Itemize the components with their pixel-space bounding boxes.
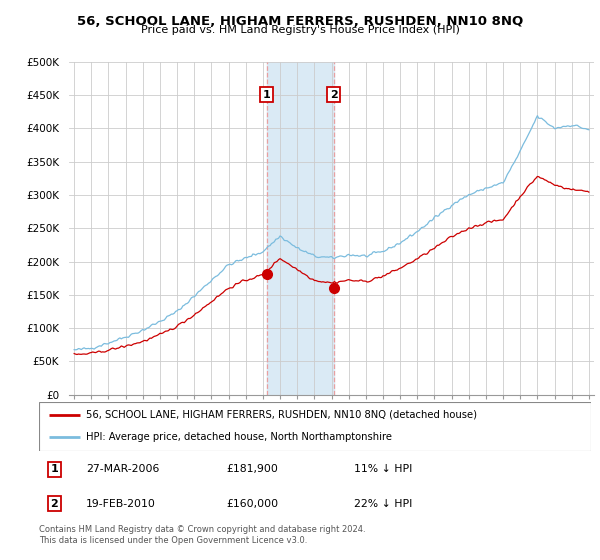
Text: £181,900: £181,900: [227, 464, 278, 474]
FancyBboxPatch shape: [39, 402, 591, 451]
Text: 56, SCHOOL LANE, HIGHAM FERRERS, RUSHDEN, NN10 8NQ (detached house): 56, SCHOOL LANE, HIGHAM FERRERS, RUSHDEN…: [86, 410, 477, 420]
Text: 56, SCHOOL LANE, HIGHAM FERRERS, RUSHDEN, NN10 8NQ: 56, SCHOOL LANE, HIGHAM FERRERS, RUSHDEN…: [77, 15, 523, 27]
Text: 1: 1: [50, 464, 58, 474]
Bar: [267, 62, 334, 395]
Text: Contains HM Land Registry data © Crown copyright and database right 2024.
This d: Contains HM Land Registry data © Crown c…: [39, 525, 365, 545]
Text: £160,000: £160,000: [227, 498, 279, 508]
Text: 2: 2: [50, 498, 58, 508]
Text: 11% ↓ HPI: 11% ↓ HPI: [353, 464, 412, 474]
Text: Price paid vs. HM Land Registry's House Price Index (HPI): Price paid vs. HM Land Registry's House …: [140, 25, 460, 35]
Text: 2: 2: [329, 90, 337, 100]
Text: 22% ↓ HPI: 22% ↓ HPI: [353, 498, 412, 508]
Text: 1: 1: [263, 90, 271, 100]
Text: 27-MAR-2006: 27-MAR-2006: [86, 464, 159, 474]
Text: 19-FEB-2010: 19-FEB-2010: [86, 498, 156, 508]
Text: HPI: Average price, detached house, North Northamptonshire: HPI: Average price, detached house, Nort…: [86, 432, 392, 442]
